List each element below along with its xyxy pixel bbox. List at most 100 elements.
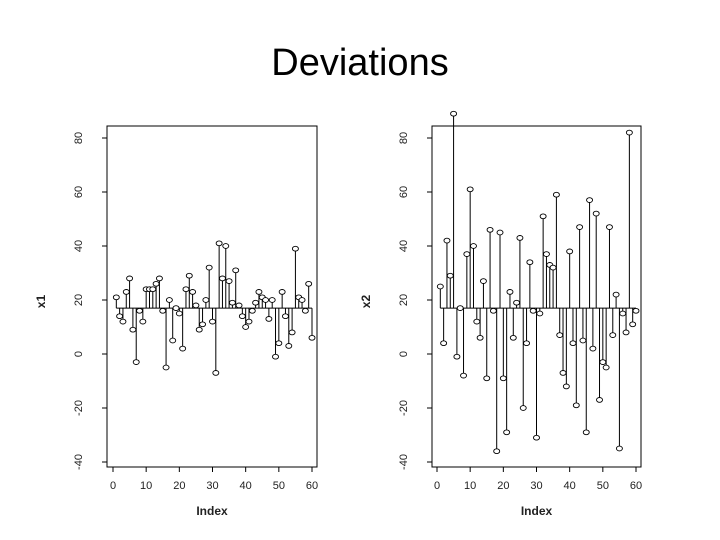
data-point: [132, 359, 140, 365]
x-tick-label: 10: [140, 480, 152, 492]
data-point: [235, 302, 243, 309]
data-point: [212, 370, 220, 376]
data-point: [513, 299, 521, 306]
data-point: [195, 326, 203, 333]
data-point: [446, 272, 454, 279]
data-point: [205, 264, 213, 271]
data-point: [516, 235, 524, 241]
data-point: [549, 264, 557, 271]
data-point: [169, 337, 177, 344]
data-point: [612, 291, 620, 298]
y-tick-label: 40: [73, 240, 85, 252]
data-point: [625, 129, 633, 136]
data-point: [275, 340, 283, 347]
x-tick-label: 60: [630, 480, 642, 492]
y-tick-label: 60: [398, 186, 410, 198]
data-point: [546, 262, 554, 268]
data-point: [519, 405, 527, 411]
data-point: [252, 299, 260, 306]
plot-frame: [106, 125, 318, 468]
data-point: [629, 321, 637, 328]
x-tick-label: 60: [306, 480, 318, 492]
x-tick-label: 20: [173, 480, 185, 492]
y-tick-label: 80: [398, 132, 410, 144]
data-point: [489, 307, 497, 314]
y-tick-label: 0: [398, 351, 410, 357]
data-point: [238, 313, 246, 320]
data-point: [576, 224, 584, 230]
x-tick-label: 20: [497, 480, 509, 492]
data-point: [255, 289, 263, 295]
data-point: [112, 294, 120, 301]
data-point: [209, 318, 216, 325]
x-tick-label: 40: [564, 480, 576, 492]
data-point: [295, 294, 303, 301]
data-point: [476, 334, 484, 341]
data-point: [615, 445, 623, 452]
data-point: [298, 297, 306, 303]
data-point: [562, 383, 570, 390]
data-point: [440, 340, 448, 347]
data-point: [262, 297, 270, 303]
y-tick-label: -20: [398, 400, 410, 416]
data-point: [566, 248, 574, 255]
data-point: [473, 318, 481, 325]
data-point: [599, 359, 607, 365]
data-point: [579, 337, 587, 344]
data-point: [606, 224, 613, 230]
data-point: [486, 226, 494, 233]
data-point: [619, 310, 627, 317]
data-point: [159, 307, 167, 314]
y-tick-label: 20: [398, 294, 410, 306]
data-point: [523, 340, 530, 347]
data-point: [586, 197, 594, 203]
data-point: [622, 329, 630, 336]
data-point: [116, 313, 124, 320]
data-point: [248, 307, 256, 314]
data-point: [536, 310, 544, 317]
data-point: [460, 372, 467, 379]
y-tick-label: 80: [73, 132, 85, 144]
data-point: [493, 448, 501, 455]
data-point: [301, 307, 309, 314]
data-point: [172, 305, 180, 311]
data-point: [288, 329, 296, 336]
x-tick-label: 50: [273, 480, 285, 492]
data-point: [129, 326, 137, 333]
data-point: [122, 289, 130, 295]
y-tick-label: -20: [73, 400, 85, 416]
data-point: [182, 286, 190, 293]
data-point: [526, 259, 534, 266]
data-point: [265, 316, 273, 322]
data-point: [242, 324, 250, 330]
data-point: [559, 370, 567, 376]
data-point: [602, 364, 610, 371]
x-tick-label: 30: [530, 480, 542, 492]
y-tick-label: -40: [398, 454, 410, 470]
data-point: [202, 297, 210, 303]
data-point: [155, 275, 163, 282]
data-point: [222, 243, 230, 249]
data-point: [258, 294, 266, 301]
data-point: [225, 278, 233, 284]
data-point: [272, 353, 279, 360]
data-point: [245, 318, 253, 325]
data-point: [305, 280, 313, 287]
data-point: [152, 280, 160, 287]
data-point: [215, 240, 223, 247]
data-point: [291, 245, 299, 252]
data-point: [556, 332, 564, 338]
data-point: [543, 251, 550, 257]
data-point: [162, 364, 170, 371]
data-point: [149, 286, 157, 293]
y-tick-label: 0: [73, 351, 85, 357]
y-tick-label: -40: [73, 454, 85, 470]
data-point: [503, 429, 511, 436]
data-point: [529, 307, 537, 314]
data-point: [142, 286, 150, 293]
x-tick-label: 30: [206, 480, 218, 492]
data-point: [463, 251, 471, 257]
data-point: [189, 289, 197, 295]
y-axis-label: x1: [34, 295, 48, 309]
y-axis-label: x2: [359, 295, 373, 309]
